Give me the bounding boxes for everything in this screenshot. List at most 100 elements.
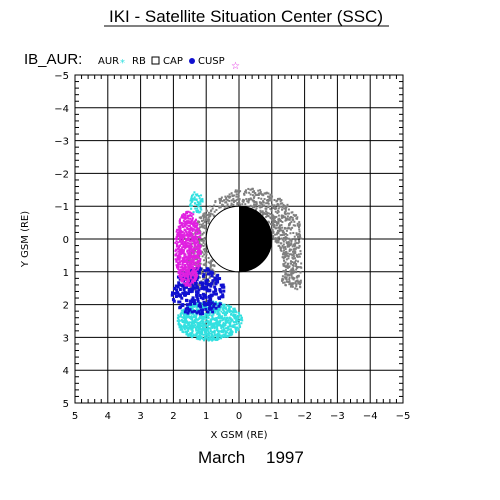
data-point xyxy=(196,250,199,253)
data-point xyxy=(251,187,254,190)
data-point xyxy=(170,293,174,297)
data-point xyxy=(228,308,231,311)
data-point xyxy=(281,202,284,205)
data-point xyxy=(201,312,205,316)
data-point xyxy=(178,231,181,234)
data-point xyxy=(297,253,300,256)
data-point xyxy=(224,327,227,330)
data-point xyxy=(207,211,210,214)
data-point xyxy=(283,233,286,236)
data-point xyxy=(291,285,294,288)
data-point xyxy=(184,263,187,266)
data-point xyxy=(224,334,227,337)
data-point xyxy=(186,212,189,215)
data-point xyxy=(182,269,185,272)
data-point xyxy=(216,333,219,336)
data-point xyxy=(178,253,181,256)
data-point xyxy=(235,190,238,193)
data-point xyxy=(200,208,203,211)
data-point xyxy=(197,328,200,331)
data-point xyxy=(181,214,184,217)
data-point xyxy=(177,272,180,275)
data-point xyxy=(210,281,214,285)
data-point xyxy=(275,227,278,230)
data-point xyxy=(191,266,194,269)
data-point xyxy=(178,325,181,328)
data-point xyxy=(283,227,286,230)
data-point xyxy=(187,321,190,324)
data-point xyxy=(219,198,222,201)
data-point xyxy=(195,305,198,308)
data-point xyxy=(295,271,298,274)
x-tick-label: −4 xyxy=(363,411,378,422)
data-point xyxy=(244,189,247,192)
data-point xyxy=(288,276,291,279)
data-point xyxy=(276,203,279,206)
data-point xyxy=(197,338,200,341)
data-point xyxy=(189,205,192,208)
data-point xyxy=(181,216,184,219)
data-point xyxy=(284,284,287,287)
data-point xyxy=(277,222,280,225)
data-point xyxy=(297,280,300,283)
data-point xyxy=(192,324,195,327)
data-point xyxy=(187,334,190,337)
data-point xyxy=(282,246,285,249)
data-point xyxy=(203,336,206,339)
data-point xyxy=(207,256,210,259)
data-point xyxy=(226,304,229,307)
data-point xyxy=(194,193,197,196)
data-point xyxy=(189,282,192,285)
data-point xyxy=(215,280,219,284)
data-point xyxy=(206,272,210,276)
data-point xyxy=(286,241,289,244)
data-point xyxy=(203,293,207,297)
data-point xyxy=(265,191,268,194)
data-point xyxy=(271,219,274,222)
data-point xyxy=(185,231,188,234)
data-point xyxy=(217,311,220,314)
data-point xyxy=(300,262,303,265)
data-point xyxy=(204,337,207,340)
data-point xyxy=(189,302,193,306)
data-point xyxy=(259,191,262,194)
data-point xyxy=(257,197,260,200)
data-point xyxy=(294,280,297,283)
data-point xyxy=(192,299,196,303)
data-point xyxy=(182,222,185,225)
data-point xyxy=(233,307,236,310)
data-point xyxy=(192,225,195,228)
data-point xyxy=(196,240,199,243)
data-point xyxy=(193,278,196,281)
data-point xyxy=(291,261,294,264)
data-point xyxy=(213,326,216,329)
data-point xyxy=(281,216,284,219)
data-point xyxy=(204,243,207,246)
data-point xyxy=(206,278,210,282)
data-points xyxy=(170,187,303,342)
data-point xyxy=(191,233,194,236)
data-point xyxy=(282,256,285,259)
data-point xyxy=(195,337,198,340)
data-point xyxy=(215,319,218,322)
data-point xyxy=(282,257,285,260)
data-point xyxy=(171,291,175,295)
data-point xyxy=(177,270,180,273)
data-point xyxy=(201,333,204,336)
data-point xyxy=(199,330,202,333)
data-point xyxy=(278,217,281,220)
data-point xyxy=(290,274,293,277)
data-point xyxy=(206,335,209,338)
data-point xyxy=(177,241,180,244)
data-point xyxy=(194,267,197,270)
data-point xyxy=(184,298,188,302)
data-point xyxy=(178,293,182,297)
data-point xyxy=(284,248,287,251)
data-point xyxy=(281,234,284,237)
data-point xyxy=(273,198,276,201)
data-point xyxy=(284,219,287,222)
data-point xyxy=(193,244,196,247)
data-point xyxy=(298,223,301,226)
data-point xyxy=(191,227,194,230)
data-point xyxy=(225,330,228,333)
